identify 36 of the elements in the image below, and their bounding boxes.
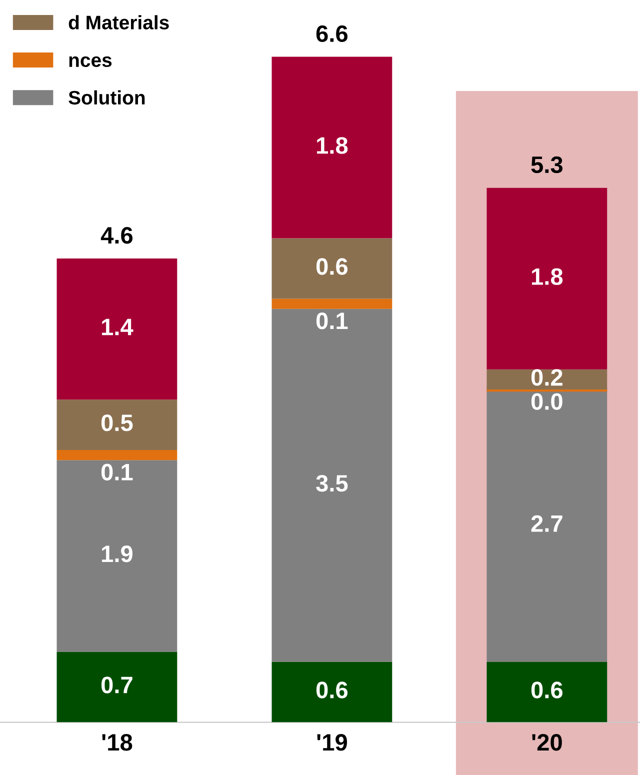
bar (56, 652, 178, 722)
total-label: 4.6 (100, 226, 133, 244)
bar (272, 662, 392, 722)
data-label: 1.4 (102, 318, 134, 336)
data-label: 0.1 (101, 464, 133, 480)
legend-label: Solution (68, 90, 145, 105)
bar (56, 450, 178, 460)
legend-label: nces (69, 56, 112, 68)
x-tick-label: '18 (102, 734, 132, 751)
data-label: 0.6 (316, 682, 348, 698)
data-label: 0.1 (316, 312, 348, 330)
bar (486, 662, 608, 722)
bar (272, 238, 392, 299)
bar (56, 258, 178, 400)
data-label: 1.9 (102, 546, 132, 562)
data-label: 1.8 (532, 268, 563, 285)
data-label: 3.5 (316, 474, 348, 492)
bar (272, 298, 392, 309)
x-tick-label: '20 (532, 734, 562, 751)
x-tick-label: '19 (317, 734, 347, 751)
legend-label: d Materials (68, 15, 169, 30)
total-label: 5.3 (531, 156, 562, 174)
data-label: 0.6 (316, 258, 348, 275)
bar (56, 400, 178, 450)
total-label: 6.6 (316, 25, 348, 42)
bar (56, 460, 178, 652)
data-label: 1.8 (317, 137, 348, 154)
bar (272, 56, 392, 238)
bar (486, 188, 608, 370)
data-label: 0.0 (531, 393, 562, 410)
bar (272, 308, 392, 662)
data-label: 0.6 (531, 682, 562, 698)
data-label: 0.2 (531, 369, 562, 386)
data-label: 2.7 (531, 515, 562, 532)
data-label: 0.5 (101, 414, 133, 432)
data-label: 0.7 (101, 676, 132, 694)
